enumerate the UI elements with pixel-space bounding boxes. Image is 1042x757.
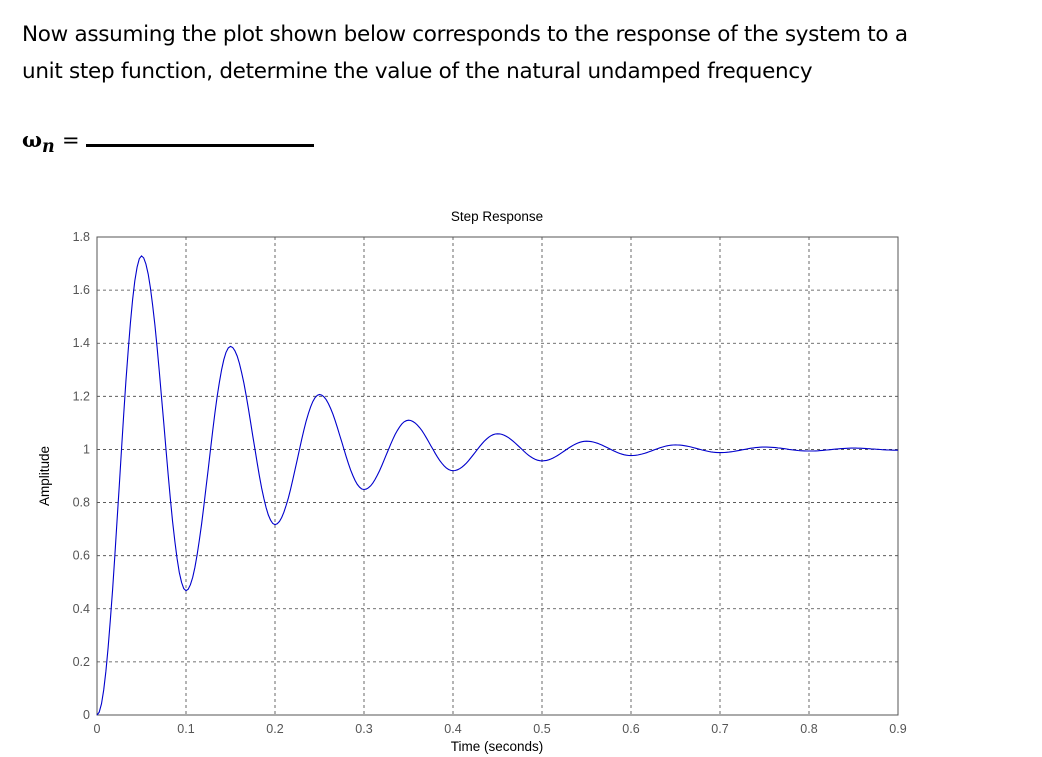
question-line-2: unit step function, determine the value … <box>22 59 813 84</box>
y-tick-label: 0.6 <box>73 549 90 563</box>
y-tick-label: 0.8 <box>73 496 90 510</box>
chart-title: Step Response <box>451 209 543 224</box>
y-tick-label: 0.2 <box>73 655 90 669</box>
y-tick-label: 0.4 <box>73 602 90 616</box>
x-tick-label: 0.3 <box>355 722 372 736</box>
equals-sign: = <box>62 128 80 152</box>
answer-line: ωn = <box>22 126 314 157</box>
omega-subscript: n <box>42 137 55 158</box>
question-line-1: Now assuming the plot shown below corres… <box>22 22 908 47</box>
x-tick-label: 0.7 <box>711 722 728 736</box>
y-axis-label: Amplitude <box>37 446 52 506</box>
x-tick-label: 0.1 <box>177 722 194 736</box>
answer-blank[interactable] <box>85 126 314 147</box>
y-tick-label: 1.2 <box>73 389 90 403</box>
y-tick-label: 0 <box>83 708 90 722</box>
step-response-line <box>96 255 898 716</box>
omega-symbol: ω <box>22 127 42 152</box>
plot-frame <box>96 236 899 716</box>
y-tick-label: 1 <box>83 442 90 456</box>
x-tick-label: 0.8 <box>800 722 817 736</box>
y-tick-label: 1.6 <box>73 283 90 297</box>
x-tick-label: 0 <box>94 722 101 736</box>
x-axis-label: Time (seconds) <box>451 739 544 754</box>
x-tick-label: 0.2 <box>266 722 283 736</box>
y-tick-label: 1.8 <box>73 230 90 244</box>
x-tick-label: 0.9 <box>889 722 906 736</box>
x-tick-label: 0.6 <box>622 722 639 736</box>
question-text: Now assuming the plot shown below corres… <box>22 16 908 90</box>
y-tick-label: 1.4 <box>73 336 90 350</box>
x-tick-label: 0.4 <box>444 722 461 736</box>
x-tick-label: 0.5 <box>533 722 550 736</box>
